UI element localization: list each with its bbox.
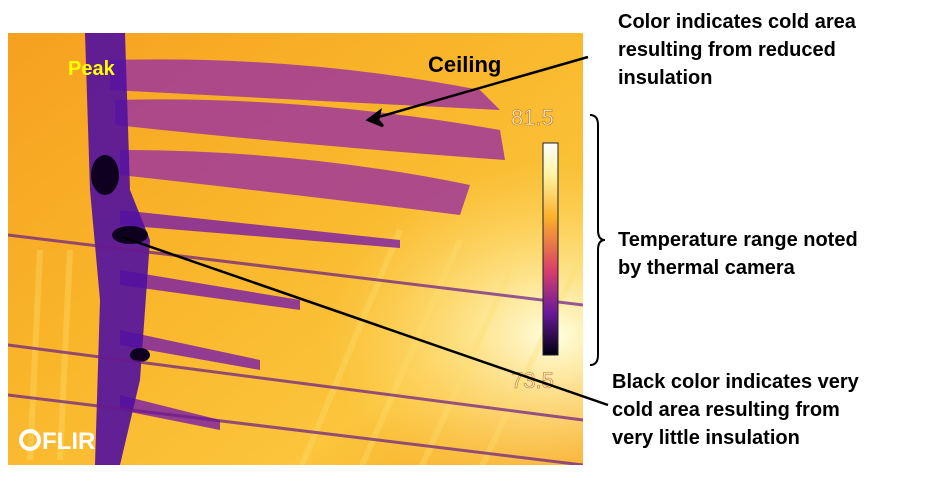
- annotation-line: Black color indicates very: [612, 371, 860, 393]
- annotation-line: Color indicates cold area: [618, 11, 857, 33]
- annotation-line: by thermal camera: [618, 257, 796, 279]
- annotation-line: Temperature range noted: [618, 229, 858, 251]
- scale-min: 73.5: [511, 368, 554, 393]
- callouts: [121, 55, 609, 407]
- annotation-line: cold area resulting from: [612, 399, 840, 421]
- scale-max: 81.5: [511, 105, 554, 130]
- thermal-image: Peak Ceiling 81.5 73.5 FLIR: [8, 33, 583, 465]
- annotation-line: very little insulation: [612, 427, 800, 449]
- peak-label: Peak: [68, 58, 116, 80]
- logo: FLIR: [42, 428, 95, 455]
- annotations: Color indicates cold area resulting from…: [612, 11, 860, 449]
- color-scale: [542, 142, 559, 356]
- ceiling-label: Ceiling: [428, 52, 501, 77]
- annotation-line: resulting from reduced: [618, 39, 836, 61]
- annotation-line: insulation: [618, 67, 712, 89]
